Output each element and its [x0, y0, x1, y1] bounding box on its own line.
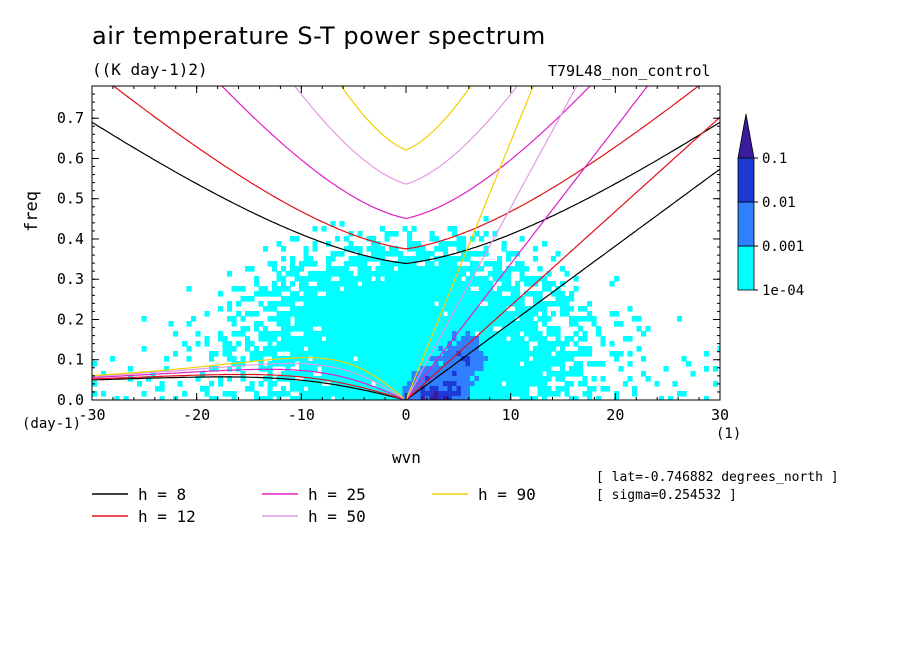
legend-label-h90: h = 90	[478, 485, 536, 504]
x-tick-label: 0	[401, 406, 410, 424]
y-tick-label: 0.1	[57, 351, 84, 369]
y-tick-label: 0.2	[57, 310, 84, 328]
x-tick-label: -20	[183, 406, 210, 424]
curve-50-gravity	[293, 86, 519, 185]
y-tick-label: 0.4	[57, 230, 84, 248]
curve-25-gravity	[221, 86, 591, 220]
x-axis-unit: (1)	[716, 426, 742, 442]
legend-label-h8: h = 8	[138, 485, 186, 504]
x-axis-label: wvn	[392, 448, 421, 467]
y-axis-unit: (day-1)	[22, 416, 82, 432]
legend: h = 8 h = 12 h = 25 h = 50 h = 90	[92, 485, 536, 526]
curve-25-kelvin	[405, 86, 649, 400]
y-tick-label: 0.3	[57, 270, 84, 288]
sigma-info: [ sigma=0.254532 ]	[596, 488, 737, 503]
colorbar-label: 0.001	[762, 239, 804, 255]
colorbar-segment	[737, 157, 755, 203]
x-tick-label: 10	[502, 406, 520, 424]
colorbar-segment	[737, 245, 755, 291]
colorbar-label: 0.1	[762, 151, 787, 167]
colorbar-arrow	[737, 113, 755, 159]
curve-25-rossby	[92, 368, 404, 400]
axis-ticks: -30 -20 -10 0 10 20 30 0.0 0.1 0.2 0.3 0.4 0.5 0.6 0.7	[57, 85, 729, 424]
y-tick-label: 0.7	[57, 109, 84, 127]
colorbar-label: 1e-04	[762, 283, 804, 299]
curve-12-kelvin	[405, 116, 720, 400]
colorbar-segment	[737, 201, 755, 247]
run-label: T79L48_non_control	[548, 62, 711, 80]
colorbar: 1e-04 0.001 0.01 0.1	[737, 113, 804, 299]
latitude-info: [ lat=-0.746882 degrees_north ]	[596, 470, 839, 485]
curve-50-kelvin	[405, 86, 578, 400]
chart-units: ((K day-1)2)	[92, 60, 208, 79]
x-tick-label: -30	[78, 406, 105, 424]
curve-12-gravity	[112, 86, 700, 250]
colorbar-label: 0.01	[762, 195, 796, 211]
power-contours	[92, 216, 720, 400]
curve-8-kelvin	[405, 168, 720, 400]
curve-90-gravity	[340, 86, 472, 151]
curve-50-rossby	[92, 362, 404, 399]
chart-title: air temperature S-T power spectrum	[92, 22, 546, 50]
y-tick-label: 0.6	[57, 149, 84, 167]
curve-90-kelvin	[405, 86, 534, 400]
legend-label-h25: h = 25	[308, 485, 366, 504]
y-tick-label: 0.0	[57, 391, 84, 409]
x-tick-label: -10	[288, 406, 315, 424]
x-tick-label: 20	[606, 406, 624, 424]
curve-90-rossby	[92, 357, 404, 399]
x-tick-label: 30	[711, 406, 729, 424]
legend-label-h50: h = 50	[308, 507, 366, 526]
dispersion-curves	[92, 86, 720, 400]
curve-12-rossby	[92, 373, 404, 400]
legend-label-h12: h = 12	[138, 507, 196, 526]
y-tick-label: 0.5	[57, 190, 84, 208]
curve-8-gravity	[92, 121, 720, 265]
curve-8-rossby	[92, 376, 404, 400]
